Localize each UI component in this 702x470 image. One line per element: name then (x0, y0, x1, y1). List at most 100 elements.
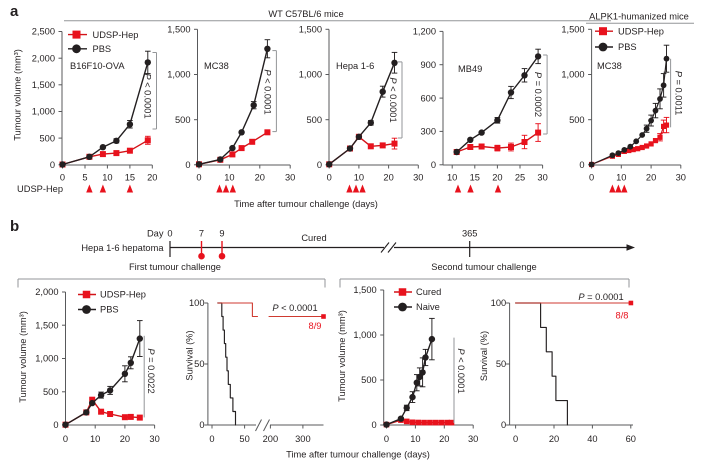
svg-text:P < 0.0001: P < 0.0001 (456, 348, 466, 393)
svg-text:8/9: 8/9 (309, 321, 322, 331)
svg-text:MC38: MC38 (597, 61, 622, 71)
svg-text:MC38: MC38 (204, 61, 229, 71)
svg-text:1,000: 1,000 (32, 107, 55, 117)
svg-text:1,500: 1,500 (561, 25, 584, 35)
svg-text:8/8: 8/8 (616, 311, 629, 321)
svg-text:1,000: 1,000 (299, 70, 322, 80)
svg-text:10: 10 (224, 173, 234, 183)
svg-text:30: 30 (413, 173, 423, 183)
svg-text:20: 20 (255, 173, 265, 183)
svg-text:500: 500 (361, 375, 377, 385)
svg-text:20: 20 (549, 434, 559, 444)
svg-text:1,500: 1,500 (35, 320, 58, 330)
svg-text:20: 20 (383, 173, 393, 183)
svg-text:Day: Day (147, 229, 164, 239)
svg-text:PBS: PBS (618, 42, 637, 52)
svg-text:0: 0 (50, 160, 55, 170)
svg-text:0: 0 (53, 420, 58, 430)
svg-text:20: 20 (492, 173, 502, 183)
svg-text:10: 10 (354, 173, 364, 183)
svg-text:5: 5 (82, 173, 87, 183)
svg-text:PBS: PBS (100, 305, 119, 315)
svg-text:Second tumour challenge: Second tumour challenge (431, 262, 536, 272)
svg-text:30: 30 (676, 173, 686, 183)
svg-text:P < 0.0001: P < 0.0001 (142, 73, 152, 118)
svg-text:1,000: 1,000 (561, 70, 584, 80)
svg-text:WT C57BL/6 mice: WT C57BL/6 mice (268, 9, 343, 19)
svg-text:0: 0 (384, 434, 389, 444)
svg-text:20: 20 (120, 434, 130, 444)
svg-text:60: 60 (626, 434, 636, 444)
svg-text:0: 0 (199, 420, 204, 430)
svg-text:30: 30 (149, 434, 159, 444)
svg-text:30: 30 (537, 173, 547, 183)
svg-text:Naive: Naive (416, 302, 440, 312)
svg-text:0: 0 (513, 434, 518, 444)
svg-text:b: b (10, 218, 19, 235)
svg-text:P = 0.0022: P = 0.0022 (146, 348, 156, 393)
svg-text:0: 0 (196, 173, 201, 183)
svg-text:Tumour volume (mm³): Tumour volume (mm³) (337, 310, 347, 402)
svg-text:10: 10 (410, 434, 420, 444)
svg-text:P = 0.0002: P = 0.0002 (533, 72, 543, 117)
svg-text:30: 30 (468, 434, 478, 444)
svg-text:40: 40 (587, 434, 597, 444)
svg-text:1,000: 1,000 (353, 330, 376, 340)
svg-text:P < 0.0001: P < 0.0001 (262, 69, 272, 114)
svg-text:a: a (10, 3, 19, 20)
svg-text:500: 500 (569, 115, 585, 125)
svg-text:0: 0 (431, 160, 436, 170)
svg-text:300: 300 (420, 127, 436, 137)
svg-text:0: 0 (372, 420, 377, 430)
svg-text:25: 25 (515, 173, 525, 183)
svg-text:300: 300 (295, 434, 311, 444)
svg-text:20: 20 (439, 434, 449, 444)
svg-text:0: 0 (327, 173, 332, 183)
svg-text:500: 500 (175, 115, 191, 125)
svg-text:2,500: 2,500 (32, 27, 55, 37)
svg-text:Hepa 1-6: Hepa 1-6 (336, 61, 374, 71)
svg-text:UDSP-Hep: UDSP-Hep (17, 184, 63, 194)
svg-text:0: 0 (209, 434, 214, 444)
svg-text:30: 30 (285, 173, 295, 183)
svg-text:50: 50 (239, 434, 249, 444)
svg-text:0: 0 (63, 434, 68, 444)
svg-text:10: 10 (102, 173, 112, 183)
svg-text:100: 100 (491, 298, 507, 308)
svg-text:First tumour challenge: First tumour challenge (129, 262, 221, 272)
svg-text:600: 600 (420, 93, 436, 103)
svg-text:B16F10-OVA: B16F10-OVA (70, 61, 125, 71)
svg-text:500: 500 (306, 115, 322, 125)
svg-text:Hepa 1-6 hepatoma: Hepa 1-6 hepatoma (81, 243, 164, 253)
svg-text:0: 0 (579, 160, 584, 170)
svg-text:0: 0 (185, 160, 190, 170)
svg-text:200: 200 (263, 434, 279, 444)
svg-text:1,500: 1,500 (353, 285, 376, 295)
svg-text:10: 10 (447, 173, 457, 183)
svg-text:UDSP-Hep: UDSP-Hep (93, 30, 139, 40)
svg-text:Survival (%): Survival (%) (479, 331, 489, 381)
svg-text:P = 0.0011: P = 0.0011 (673, 71, 683, 116)
svg-text:Survival (%): Survival (%) (185, 330, 195, 380)
svg-text:15: 15 (470, 173, 480, 183)
svg-text:7: 7 (199, 229, 204, 239)
svg-text:UDSP-Hep: UDSP-Hep (100, 290, 146, 300)
svg-text:P < 0.0001: P < 0.0001 (272, 303, 317, 313)
svg-text:50: 50 (496, 359, 506, 369)
svg-text:0: 0 (317, 160, 322, 170)
svg-text:MB49: MB49 (458, 64, 482, 74)
svg-text:1,500: 1,500 (167, 25, 190, 35)
svg-text:ALPK1-humanized mice: ALPK1-humanized mice (589, 11, 689, 21)
svg-text:2,000: 2,000 (35, 287, 58, 297)
svg-text:10: 10 (90, 434, 100, 444)
svg-text:15: 15 (125, 173, 135, 183)
svg-text:1,500: 1,500 (32, 80, 55, 90)
svg-text:500: 500 (39, 133, 55, 143)
svg-text:0: 0 (167, 229, 172, 239)
svg-text:2,000: 2,000 (32, 53, 55, 63)
svg-text:Cured: Cured (301, 233, 326, 243)
svg-text:900: 900 (420, 60, 436, 70)
svg-text:Time after tumour challenge (d: Time after tumour challenge (days) (286, 450, 430, 460)
svg-text:10: 10 (616, 173, 626, 183)
svg-text:9: 9 (219, 229, 224, 239)
